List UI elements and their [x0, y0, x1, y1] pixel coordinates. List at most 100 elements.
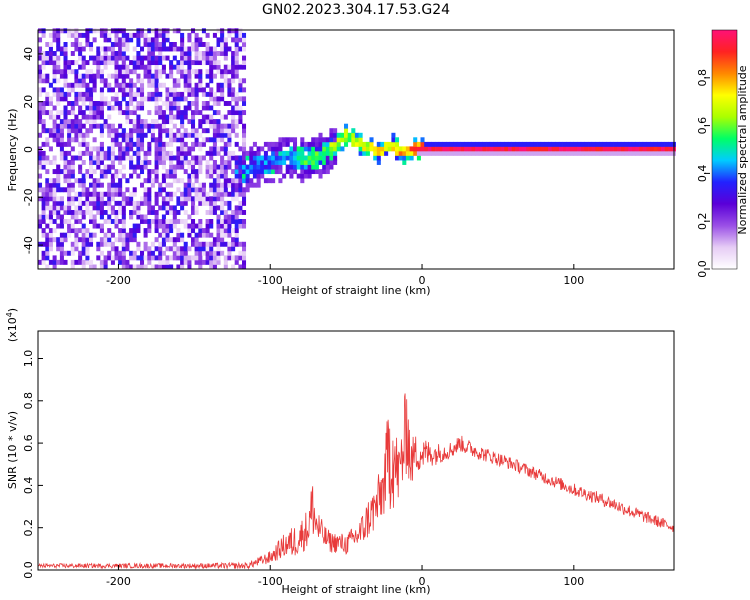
- spectrogram-cell: [172, 55, 177, 61]
- spectrogram-cell: [121, 128, 126, 134]
- spectrogram-cell: [518, 150, 523, 156]
- spectrogram-cell: [140, 96, 145, 102]
- spectrogram-cell: [569, 146, 574, 152]
- spectrogram-cell: [110, 178, 115, 184]
- spectrogram-cell: [56, 78, 61, 84]
- spectrogram-cell: [180, 91, 185, 97]
- spectrogram-cell: [201, 137, 206, 143]
- snr-scale-prefix: (x10: [6, 317, 19, 342]
- spectrogram-cell: [227, 191, 232, 197]
- spectrogram-cell: [216, 164, 221, 170]
- spectrogram-cell: [38, 219, 43, 224]
- spectrogram-cell: [427, 146, 432, 152]
- spectrogram-cell: [212, 101, 217, 106]
- spectrogram-cell: [191, 182, 196, 188]
- spectrogram-cell: [143, 119, 148, 125]
- spectrogram-cell: [227, 205, 232, 211]
- spectrogram-cell: [52, 137, 57, 143]
- spectrogram-cell: [180, 96, 185, 102]
- spectrogram-cell: [63, 96, 68, 102]
- spectrogram-cell: [89, 146, 94, 152]
- spectrogram-cell: [176, 101, 181, 106]
- spectrogram-cell: [67, 196, 72, 202]
- spectrogram-cell: [103, 200, 108, 206]
- spectrogram-cell: [475, 146, 480, 152]
- spectrogram-cell: [52, 60, 57, 66]
- spectrogram-cell: [45, 101, 50, 106]
- spectrogram-cell: [489, 141, 494, 147]
- spectrogram-cell: [577, 146, 582, 152]
- spectrogram-cell: [333, 160, 338, 165]
- spectrogram-cell: [140, 200, 145, 206]
- spectrogram-cell: [38, 155, 43, 161]
- spectrogram-cell: [78, 46, 83, 52]
- spectrogram-cell: [216, 137, 221, 143]
- spectrogram-cell: [154, 246, 159, 252]
- spectrogram-cell: [223, 114, 228, 120]
- spectrogram-cell: [136, 51, 141, 56]
- spectrogram-cell: [409, 155, 414, 161]
- spectrogram-cell: [158, 105, 163, 111]
- spectrogram-cell: [209, 187, 214, 193]
- spectrogram-cell: [227, 78, 232, 84]
- spectrogram-cell: [150, 91, 155, 97]
- spectrogram-cell: [99, 150, 104, 156]
- spectrogram-cell: [136, 214, 141, 220]
- spectrogram-cell: [169, 110, 174, 116]
- spectrogram-cell: [41, 200, 46, 206]
- spectrogram-cell: [187, 164, 192, 170]
- spectrogram-cell: [136, 137, 141, 143]
- spectrogram-cell: [147, 169, 152, 175]
- spectrogram-cell: [231, 255, 236, 261]
- spectrogram-cell: [70, 246, 75, 252]
- spectrogram-cell: [56, 200, 61, 206]
- spectrogram-cell: [314, 164, 319, 170]
- spectrogram-cell: [231, 91, 236, 97]
- spectrogram-cell: [121, 200, 126, 206]
- spectrogram-cell: [99, 155, 104, 161]
- spectrogram-cell: [154, 146, 159, 152]
- spectrogram-cell: [165, 205, 170, 211]
- spectrogram-cell: [99, 91, 104, 97]
- spectrogram-cell: [216, 182, 221, 188]
- spectrogram-cell: [628, 146, 633, 152]
- spectrogram-cell: [118, 110, 123, 116]
- spectrogram-cell: [143, 55, 148, 61]
- spectrogram-cell: [70, 250, 75, 256]
- spectrogram-cell: [300, 164, 305, 170]
- spectrogram-cell: [110, 55, 115, 61]
- spectrogram-cell: [132, 110, 137, 116]
- spectrogram-cell: [125, 87, 130, 93]
- spectrogram-cell: [209, 91, 214, 97]
- spectrogram-cell: [125, 82, 130, 88]
- spectrogram-cell: [212, 73, 217, 79]
- spectrogram-cell: [56, 123, 61, 129]
- spectrogram-cell: [314, 150, 319, 156]
- spectrogram-cell: [256, 146, 261, 152]
- spectrogram-cell: [209, 146, 214, 152]
- spectrogram-cell: [129, 110, 134, 116]
- spectrogram-cell: [96, 55, 101, 61]
- spectrogram-cell: [624, 150, 629, 156]
- spectrogram-cell: [500, 141, 505, 147]
- spectrogram-cell: [158, 264, 163, 270]
- spectrogram-cell: [129, 78, 134, 84]
- spectrogram-cell: [238, 255, 243, 261]
- spectrogram-cell: [56, 164, 61, 170]
- spectrogram-cell: [201, 155, 206, 161]
- spectrogram-cell: [212, 164, 217, 170]
- spectrogram-cell: [180, 146, 185, 152]
- spectrogram-cell: [460, 146, 465, 152]
- spectrogram-cell: [78, 237, 83, 243]
- spectrogram-cell: [212, 46, 217, 52]
- spectrogram-cell: [140, 46, 145, 52]
- spectrogram-cell: [231, 150, 236, 156]
- spectrogram-cell: [380, 146, 385, 152]
- spectrogram-cell: [161, 37, 166, 43]
- spectrogram-cell: [380, 141, 385, 147]
- spectrogram-cell: [438, 141, 443, 147]
- spectrogram-cell: [238, 223, 243, 229]
- spectrogram-cell: [78, 73, 83, 79]
- spectrogram-cell: [668, 141, 673, 147]
